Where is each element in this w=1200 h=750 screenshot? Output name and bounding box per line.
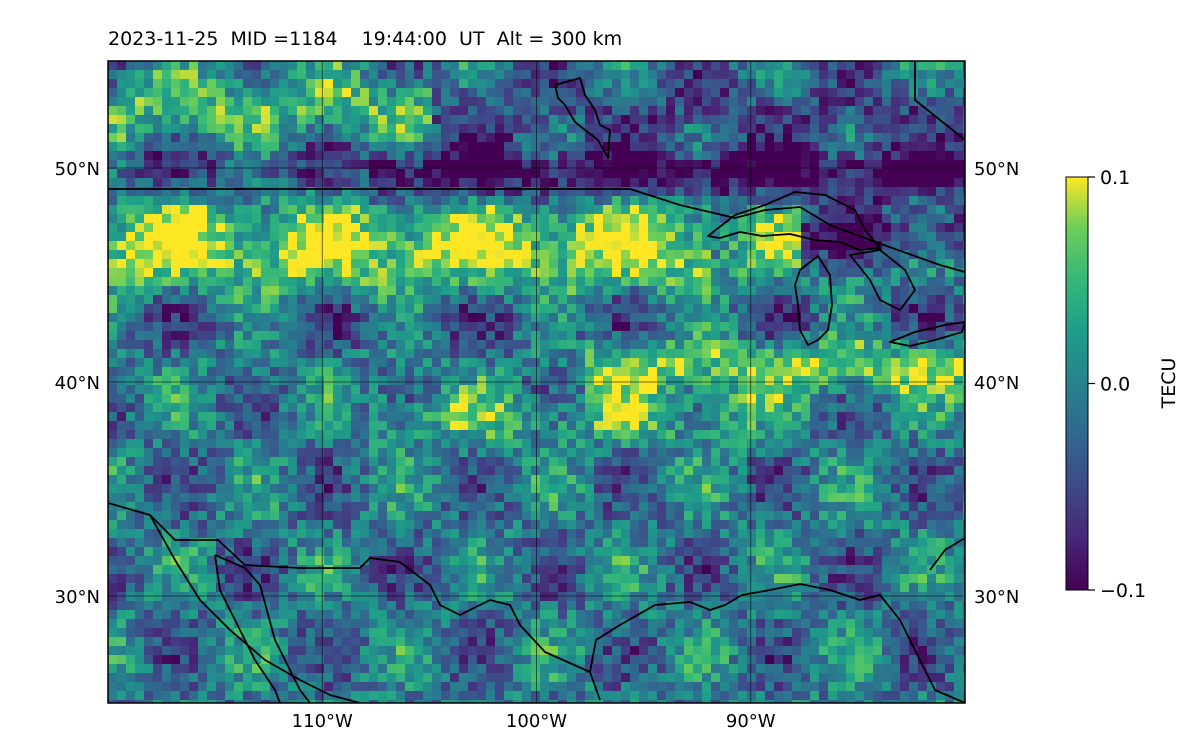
us-mexico-border (108, 502, 601, 701)
hudson-bay-shore (554, 77, 611, 159)
us-canada-border (108, 188, 965, 273)
latitude-tick-labels-left: 50°N 40°N 30°N (55, 159, 100, 608)
lon-tick-label: 90°W (726, 711, 776, 732)
colorbar-gradient (1065, 176, 1089, 591)
tec-heatmap (108, 61, 965, 703)
map-frame (107, 60, 966, 704)
colorbar-tick-label: 0.0 (1100, 374, 1130, 396)
lake-huron (849, 249, 916, 311)
longitude-tick-labels: 110°W 100°W 90°W (292, 711, 776, 732)
colorbar-tick-label: −0.1 (1100, 580, 1146, 602)
coastline-borders (108, 61, 965, 703)
eastern-canada-coast (914, 61, 965, 141)
lake-erie (889, 321, 965, 347)
map-title: 2023-11-25 MID =1184 19:44:00 UT Alt = 3… (108, 28, 623, 50)
lat-tick-label-left: 30°N (55, 587, 100, 608)
lat-tick-label-left: 40°N (55, 373, 100, 394)
latitude-tick-labels-right: 50°N 40°N 30°N (974, 159, 1019, 608)
lat-tick-label-right: 30°N (974, 587, 1019, 608)
gulf-coast (589, 583, 965, 703)
lon-tick-label: 100°W (506, 711, 567, 732)
colorbar: 0.1 0.0 −0.1 TECU (1065, 167, 1180, 602)
colorbar-label: TECU (1158, 358, 1180, 410)
colorbar-tick-label: 0.1 (1100, 167, 1130, 189)
lon-tick-label: 110°W (292, 711, 353, 732)
map-gridlines (108, 61, 965, 703)
lake-michigan (794, 255, 833, 346)
florida-atlantic-coast (929, 537, 965, 571)
colorbar-ticks: 0.1 0.0 −0.1 (1088, 167, 1146, 602)
mexico-pacific-coast (149, 514, 361, 703)
lat-tick-label-right: 50°N (974, 159, 1019, 180)
lat-tick-label-right: 40°N (974, 373, 1019, 394)
lat-tick-label-left: 50°N (55, 159, 100, 180)
